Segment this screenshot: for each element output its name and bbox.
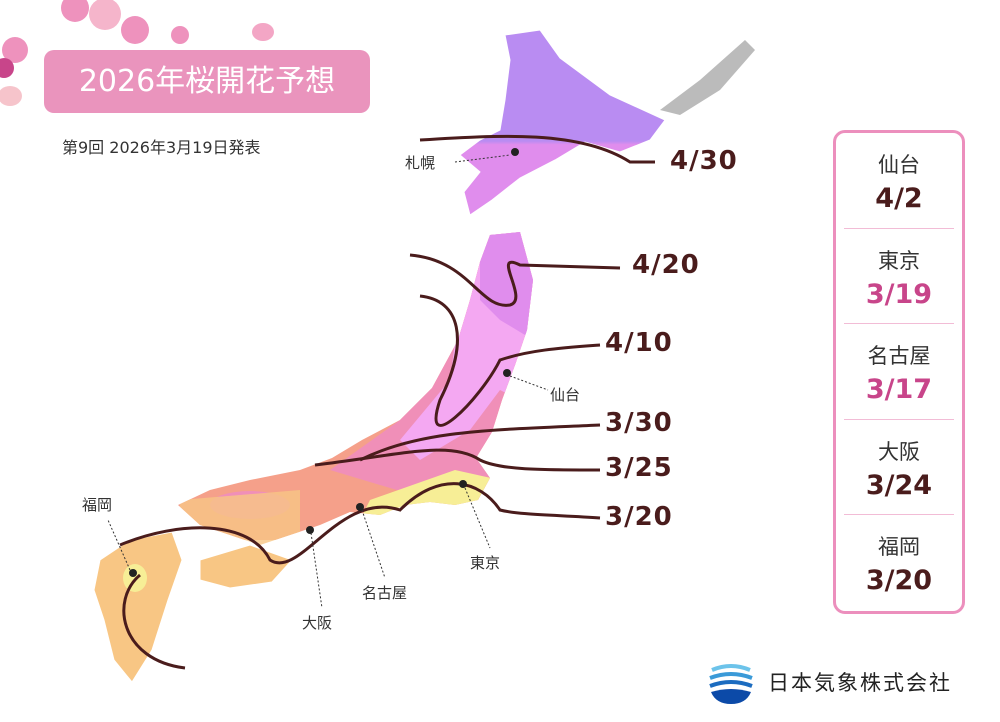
honshu [178,232,533,545]
announcement-date: 第9回 2026年3月19日発表 [62,138,261,157]
isoline-label: 4/20 [632,250,700,280]
isoline-4-30 [419,134,655,164]
bloom-date: 3/19 [865,278,933,310]
company-name: 日本気象株式会社 [768,671,952,695]
isoline-4-20 [409,253,621,307]
isoline-4-10 [419,294,601,427]
isoline-3-20 [119,482,601,565]
company-logo: 日本気象株式会社 [708,660,952,704]
isoline-label: 3/25 [605,453,673,483]
city-label: 札幌 [405,154,436,172]
isoline-3-25 [314,448,601,472]
city-label: 大阪 [302,614,333,632]
isoline-3-30 [359,423,601,462]
bloom-date: 3/24 [865,469,933,501]
isoline-label: 4/30 [670,146,738,176]
isolines [119,134,655,670]
forecast-entry: 大阪 3/24 [844,420,954,516]
city-label: 東京 [470,554,501,572]
kyushu [93,531,183,683]
hokkaido [459,29,755,216]
forecast-entry: 仙台 4/2 [844,133,954,229]
city-forecast-panel: 仙台 4/2 東京 3/19 名古屋 3/17 大阪 3/24 福岡 3/20 [833,130,965,614]
shikoku [199,544,293,589]
city-label: 仙台 [550,386,581,404]
bloom-date: 4/2 [875,183,923,214]
city-name: 名古屋 [867,344,931,369]
isoline-label: 3/20 [605,502,673,532]
isoline-label: 3/30 [605,408,673,438]
city-name: 大阪 [878,439,920,464]
city-label: 名古屋 [362,584,408,602]
city-markers [107,148,549,609]
forecast-entry: 東京 3/19 [844,229,954,325]
city-name: 福岡 [878,535,920,560]
forecast-entry: 名古屋 3/17 [844,324,954,420]
city-label: 福岡 [82,496,113,514]
page-title: 2026年桜開花予想 [44,50,370,113]
forecast-entry: 福岡 3/20 [844,515,954,611]
cherry-blossom-decoration [0,0,274,106]
globe-logo-icon [709,664,753,704]
bloom-date: 3/17 [865,374,933,406]
city-name: 東京 [878,248,920,273]
city-name: 仙台 [878,153,920,177]
bloom-date: 3/20 [865,565,933,597]
isoline-label: 4/10 [605,328,673,358]
